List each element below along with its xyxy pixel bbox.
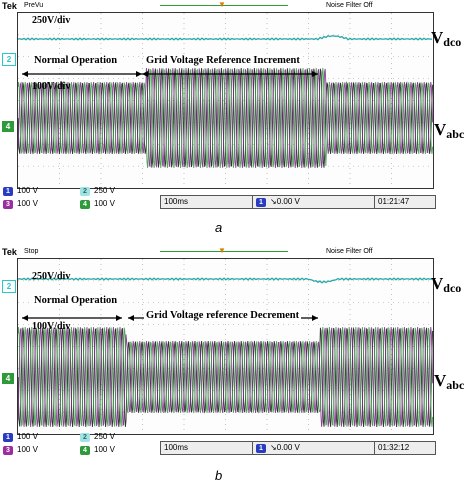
ac-scale-label: 100V/div bbox=[32, 321, 71, 332]
acquisition-state: PreVu bbox=[24, 2, 44, 9]
timebase-readout: 100ms bbox=[160, 195, 254, 209]
figure-caption: a bbox=[215, 220, 223, 235]
clock-readout: 01:21:47 bbox=[374, 195, 436, 209]
dc-link-trace bbox=[18, 35, 432, 41]
phase-change-label: Grid Voltage reference Decrement bbox=[144, 310, 302, 321]
vdco-label: Vdco bbox=[431, 274, 462, 295]
scope-footer: 1 100 V 2 250 V 3 100 V 4 100 V 100ms 1 ↘0.00… bbox=[0, 432, 440, 469]
figure-caption: b bbox=[215, 468, 223, 483]
ch1-setting: 1 100 V bbox=[3, 432, 38, 442]
vdco-label: Vdco bbox=[431, 28, 462, 49]
scope-panel-b: Tek Stop ▼ Noise Filter Off 2 4 250V/div… bbox=[0, 246, 474, 483]
brand-label: Tek bbox=[2, 1, 17, 11]
trigger-bar bbox=[160, 251, 288, 252]
ch2-level-marker: 2 bbox=[2, 280, 16, 293]
normal-operation-arrow bbox=[22, 71, 142, 77]
dc-scale-label: 250V/div bbox=[32, 271, 71, 282]
dc-link-trace bbox=[18, 277, 432, 284]
ac-scale-label: 100V/div bbox=[32, 81, 71, 92]
brand-label: Tek bbox=[2, 247, 17, 257]
scope-screen: 250V/div Normal Operation Grid Voltage r… bbox=[17, 258, 434, 435]
normal-operation-arrow bbox=[22, 315, 122, 321]
ch3-setting: 3 100 V bbox=[3, 445, 38, 455]
ch3-setting: 3 100 V bbox=[3, 199, 38, 209]
trigger-readout: 1 ↘0.00 V bbox=[252, 441, 376, 455]
ch4-setting: 4 100 V bbox=[80, 199, 115, 209]
waveform-display bbox=[18, 259, 433, 434]
trigger-position-icon: ▼ bbox=[218, 246, 226, 255]
trigger-bar bbox=[160, 5, 288, 6]
trigger-position-icon: ▼ bbox=[218, 0, 226, 9]
ch4-setting: 4 100 V bbox=[80, 445, 115, 455]
ch2-level-marker: 2 bbox=[2, 53, 16, 66]
timebase-readout: 100ms bbox=[160, 441, 254, 455]
ch4-level-marker: 4 bbox=[2, 121, 14, 132]
scope-panel-a: Tek PreVu ▼ Noise Filter Off 2 4 250V/di… bbox=[0, 0, 474, 235]
dc-scale-label: 250V/div bbox=[32, 15, 71, 26]
clock-readout: 01:32:12 bbox=[374, 441, 436, 455]
ch2-setting: 2 250 V bbox=[80, 186, 115, 196]
phase-trace-3 bbox=[18, 67, 433, 169]
ch4-level-marker: 4 bbox=[2, 373, 14, 384]
vabc-label: Vabc bbox=[434, 120, 465, 141]
phase-normal-label: Normal Operation bbox=[32, 55, 120, 66]
scope-header: Tek Stop ▼ Noise Filter Off bbox=[0, 246, 440, 258]
scope-footer: 1 100 V 2 250 V 3 100 V 4 100 V 100ms 1 ↘0.00… bbox=[0, 186, 440, 223]
trigger-slope-icon: ↘ bbox=[270, 197, 277, 206]
increment-arrow bbox=[142, 71, 318, 77]
phase-normal-label: Normal Operation bbox=[32, 295, 120, 306]
scope-screen: 250V/div Normal Operation Grid Voltage R… bbox=[17, 12, 434, 189]
noise-filter-status: Noise Filter Off bbox=[326, 248, 373, 255]
vabc-label: Vabc bbox=[434, 371, 465, 392]
trigger-slope-icon: ↘ bbox=[270, 443, 277, 452]
waveform-display bbox=[18, 13, 433, 188]
acquisition-state: Stop bbox=[24, 248, 39, 255]
noise-filter-status: Noise Filter Off bbox=[326, 2, 373, 9]
phase-trace-3 bbox=[18, 326, 433, 428]
scope-header: Tek PreVu ▼ Noise Filter Off bbox=[0, 0, 440, 12]
ch1-setting: 1 100 V bbox=[3, 186, 38, 196]
ch2-setting: 2 250 V bbox=[80, 432, 115, 442]
phase-change-label: Grid Voltage Reference Increment bbox=[144, 55, 302, 66]
trigger-readout: 1 ↘0.00 V bbox=[252, 195, 376, 209]
